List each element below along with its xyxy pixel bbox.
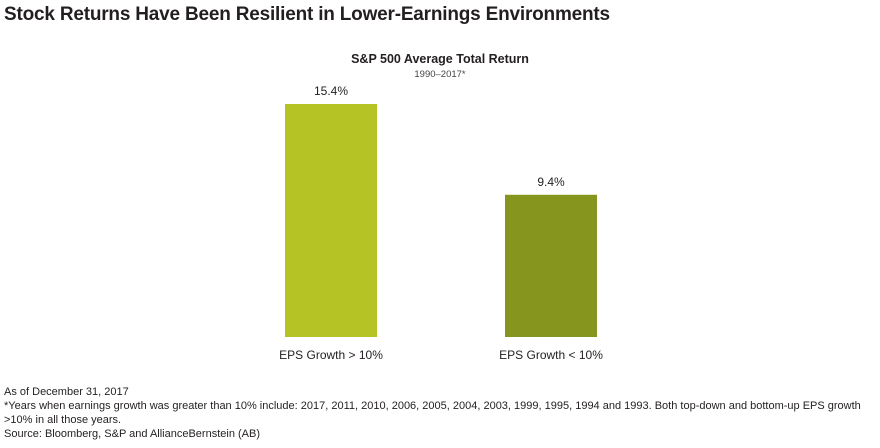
source-note: Source: Bloomberg, S&P and AllianceBerns… <box>4 428 260 440</box>
chart-title: S&P 500 Average Total Return <box>351 52 529 66</box>
footnotes: As of December 31, 2017 *Years when earn… <box>4 385 876 441</box>
as-of-note: As of December 31, 2017 <box>4 386 129 398</box>
bar-value-label-2: 9.4% <box>537 175 565 189</box>
chart-subtitle: 1990–2017* <box>414 69 466 80</box>
category-label-1: EPS Growth > 10% <box>279 348 383 362</box>
bar-value-label-1: 15.4% <box>314 84 348 98</box>
page-title: Stock Returns Have Been Resilient in Low… <box>4 4 610 25</box>
bar-2 <box>505 194 597 337</box>
bar-1 <box>285 104 377 337</box>
years-footnote: *Years when earnings growth was greater … <box>4 400 861 426</box>
category-label-2: EPS Growth < 10% <box>499 348 603 362</box>
